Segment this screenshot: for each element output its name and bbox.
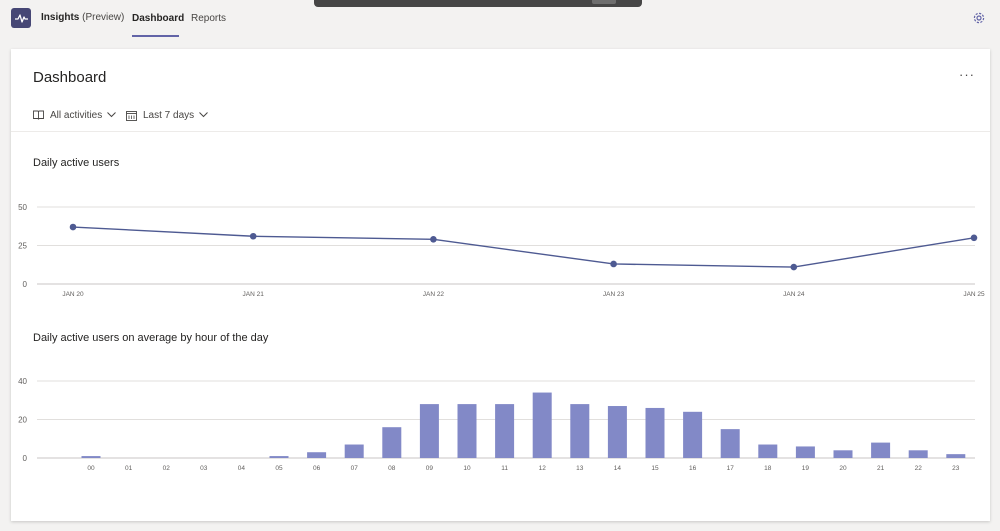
drag-handle[interactable]	[592, 0, 616, 4]
chevron-down-icon	[107, 112, 117, 118]
hourly-active-users-title: Daily active users on average by hour of…	[33, 332, 269, 344]
activities-filter[interactable]: All activities	[33, 107, 117, 123]
more-options-button[interactable]: ···	[959, 67, 975, 82]
active-tab-indicator	[132, 35, 179, 37]
top-bar: Insights (Preview) Dashboard Reports	[0, 0, 1000, 38]
gear-icon[interactable]	[972, 11, 986, 25]
daily-active-users-title: Daily active users	[33, 157, 120, 169]
window-drag-bar[interactable]	[314, 0, 642, 7]
period-filter[interactable]: Last 7 days	[126, 107, 209, 123]
dashboard-card: Dashboard ··· All activities Last 7 days…	[11, 49, 990, 521]
filters-divider	[11, 131, 990, 132]
insights-app-icon[interactable]	[11, 8, 31, 28]
tab-dashboard[interactable]: Dashboard	[132, 13, 185, 24]
calendar-icon	[126, 110, 137, 121]
page-title: Dashboard	[33, 69, 107, 86]
book-icon	[33, 110, 44, 120]
chevron-down-icon	[199, 112, 209, 118]
tab-reports[interactable]: Reports	[191, 13, 227, 24]
app-subtitle: (Preview)	[82, 12, 125, 23]
activities-filter-label: All activities	[50, 109, 103, 121]
app-name: Insights	[41, 12, 80, 23]
app-title: Insights (Preview)	[41, 12, 124, 23]
period-filter-label: Last 7 days	[143, 109, 195, 121]
